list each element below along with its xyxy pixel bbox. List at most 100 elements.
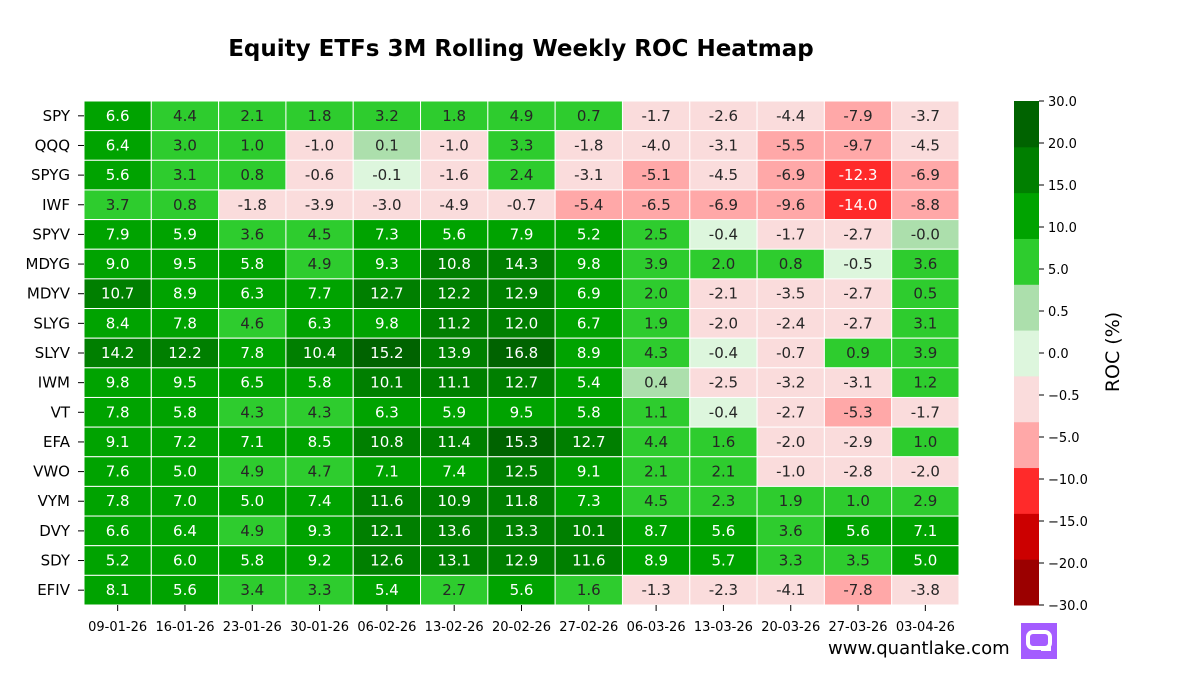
cell-value-label: -5.3 [843, 403, 872, 421]
cell-value-label: 6.3 [240, 285, 264, 303]
heatmap-cell [756, 367, 825, 398]
cell-value-label: -3.9 [305, 196, 334, 214]
cell-value-label: 12.2 [168, 344, 201, 362]
cell-value-label: 15.3 [505, 433, 538, 451]
cell-value-label: -3.8 [911, 581, 940, 599]
cell-value-label: -2.7 [776, 403, 805, 421]
heatmap-cell [285, 367, 354, 398]
cell-value-label: 4.9 [240, 522, 264, 540]
row-label: VT [51, 403, 71, 421]
row-label: VWO [33, 463, 70, 481]
cell-value-label: -7.9 [843, 107, 872, 125]
column-labels: 09-01-26 16-01-26 23-01-26 30-01-26 06-02-26… [88, 605, 955, 635]
heatmap-cell [621, 189, 691, 221]
cell-value-label: 8.4 [106, 314, 130, 332]
cell-value-label: 4.3 [240, 403, 264, 421]
cell-value-label: 9.2 [308, 552, 332, 570]
heatmap-cell [218, 219, 287, 250]
heatmap-cell [285, 515, 354, 547]
cell-value-label: -5.4 [574, 196, 603, 214]
heatmap-cell [285, 456, 354, 487]
cell-value-label: 9.8 [106, 374, 130, 392]
cell-value-label: 12.5 [505, 463, 538, 481]
cell-value-label: 2.7 [442, 581, 466, 599]
cell-value-label: 5.4 [375, 581, 399, 599]
cell-value-label: -2.0 [776, 433, 805, 451]
heatmap-cell [218, 515, 287, 547]
row-label: SPY [43, 107, 71, 125]
cell-value-label: -1.8 [238, 196, 267, 214]
cell-value-label: 9.0 [106, 255, 130, 273]
cell-value-label: 0.4 [644, 374, 668, 392]
cell-value-label: -3.7 [911, 107, 940, 125]
heatmap-cell [756, 456, 825, 487]
cell-value-label: 5.8 [173, 403, 197, 421]
heatmap-cell [891, 337, 960, 369]
column-label: 20-02-26 [492, 620, 551, 635]
cell-value-label: 0.7 [577, 107, 601, 125]
cell-value-label: 6.5 [240, 374, 264, 392]
heatmap-cell [420, 426, 489, 458]
heatmap-cell [487, 248, 556, 280]
column-label: 27-03-26 [829, 620, 888, 635]
heatmap-cell [891, 100, 960, 132]
cell-value-label: 12.2 [437, 285, 470, 303]
column-label: 30-01-26 [290, 620, 349, 635]
cell-value-label: 4.3 [644, 344, 668, 362]
heatmap-cell [150, 278, 220, 310]
cell-value-label: -0.7 [507, 196, 536, 214]
heatmap-cell [756, 426, 825, 458]
heatmap-cell [823, 308, 893, 339]
cell-value-label: 5.6 [510, 581, 534, 599]
heatmap-cell [756, 219, 825, 250]
cell-value-label: -6.9 [709, 196, 738, 214]
cell-value-label: 12.9 [505, 552, 538, 570]
footer-website[interactable]: www.quantlake.com [828, 638, 1010, 659]
colorbar-segment [1014, 513, 1039, 560]
cell-value-label: 3.6 [779, 522, 803, 540]
cell-value-label: 6.3 [375, 403, 399, 421]
heatmap-cell [285, 337, 354, 369]
cell-value-label: -4.9 [440, 196, 469, 214]
heatmap-cell [756, 515, 825, 547]
cell-value-label: 7.1 [913, 522, 937, 540]
colorbar-tick-label: 0.5 [1048, 305, 1069, 320]
cell-value-label: 13.1 [437, 552, 470, 570]
heatmap-cell [689, 189, 758, 221]
cell-value-label: 9.3 [308, 522, 332, 540]
cell-value-label: -2.7 [843, 225, 872, 243]
cell-value-label: 4.5 [308, 225, 332, 243]
heatmap-cell [689, 485, 758, 517]
cell-value-label: -0.5 [843, 255, 872, 273]
cell-value-label: 11.1 [437, 374, 470, 392]
cell-value-label: -1.8 [574, 136, 603, 154]
column-label: 03-04-26 [896, 620, 955, 635]
cell-value-label: -12.3 [839, 166, 878, 184]
cell-value-label: 5.8 [240, 255, 264, 273]
cell-value-label: 3.4 [240, 581, 264, 599]
heatmap-cell [823, 189, 893, 221]
cell-value-label: 4.5 [644, 492, 668, 510]
cell-value-label: 9.8 [577, 255, 601, 273]
cell-value-label: 0.8 [779, 255, 803, 273]
heatmap-cell [218, 278, 287, 310]
heatmap-cell [756, 189, 825, 221]
heatmap-cell [823, 219, 893, 250]
cell-value-label: 0.5 [913, 285, 937, 303]
heatmap-cell [689, 100, 758, 132]
heatmap-cell [487, 308, 556, 339]
heatmap-cell [891, 396, 960, 428]
colorbar: 30.0 20.0 15.0 10.0 5.0 0.5 0.0 −0.5 −5.0 −10.0 −1… [1014, 95, 1088, 614]
cell-value-label: 7.1 [375, 463, 399, 481]
heatmap-cell [352, 426, 422, 458]
cell-value-label: -2.9 [843, 433, 872, 451]
cell-value-label: 10.1 [572, 522, 605, 540]
cell-value-label: 5.0 [913, 552, 937, 570]
cell-value-label: 10.7 [101, 285, 134, 303]
heatmap-cell [554, 515, 623, 547]
heatmap-cell [554, 248, 623, 280]
column-label: 09-01-26 [88, 620, 147, 635]
cell-value-label: -9.6 [776, 196, 805, 214]
cell-value-label: 5.6 [442, 225, 466, 243]
column-label: 13-03-26 [694, 620, 753, 635]
